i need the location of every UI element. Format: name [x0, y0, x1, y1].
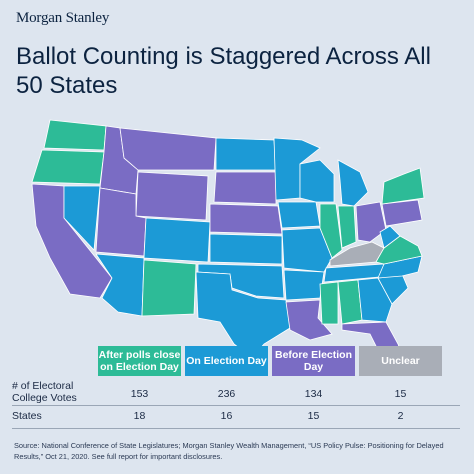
state-montana	[119, 127, 217, 171]
state-illinois	[319, 203, 343, 259]
header-before-election-day: Before Election Day	[272, 346, 355, 376]
cell-states-unclear: 2	[397, 410, 404, 422]
cell-states-after: 18	[133, 410, 146, 422]
header-unclear: Unclear	[359, 346, 442, 376]
state-washington	[43, 119, 107, 151]
row-label-states: States	[12, 410, 42, 422]
cell-votes-after: 153	[130, 388, 149, 400]
state-kansas	[209, 233, 283, 265]
state-michigan	[337, 159, 369, 207]
state-wisconsin	[299, 159, 335, 203]
cell-states-day: 16	[220, 410, 233, 422]
state-wyoming	[135, 171, 209, 221]
state-south-dakota	[213, 171, 277, 205]
table-divider	[12, 405, 460, 406]
cell-votes-before: 134	[304, 388, 323, 400]
state-louisiana	[285, 299, 333, 341]
us-map	[31, 119, 425, 348]
state-nevada	[63, 185, 101, 251]
brand-logo: Morgan Stanley	[16, 10, 110, 26]
state-pennsylvania	[381, 199, 423, 227]
state-new-mexico	[141, 259, 197, 317]
table-divider-bottom	[12, 428, 460, 429]
state-missouri	[281, 227, 333, 273]
state-oregon	[31, 149, 105, 185]
row-label-electoral-votes: # of Electoral College Votes	[12, 380, 77, 404]
source-note: Source: National Conference of State Leg…	[14, 441, 444, 461]
legend-header-row: After polls close on Election Day On Ele…	[0, 346, 474, 376]
page-title: Ballot Counting is Staggered Across All …	[16, 43, 431, 99]
state-ohio	[355, 201, 387, 243]
state-colorado	[143, 217, 211, 263]
state-mississippi	[319, 281, 339, 325]
header-on-election-day: On Election Day	[185, 346, 268, 376]
cell-votes-day: 236	[217, 388, 236, 400]
cell-votes-unclear: 15	[394, 388, 407, 400]
state-new-york	[381, 167, 425, 205]
header-after-polls: After polls close on Election Day	[98, 346, 181, 376]
state-texas	[195, 271, 291, 348]
state-nebraska	[209, 203, 283, 235]
cell-states-before: 15	[307, 410, 320, 422]
state-north-dakota	[215, 137, 277, 171]
state-west-virginia	[379, 225, 401, 249]
state-florida	[341, 321, 400, 348]
state-indiana	[337, 205, 357, 249]
state-iowa	[277, 201, 321, 229]
state-arkansas	[283, 269, 325, 301]
